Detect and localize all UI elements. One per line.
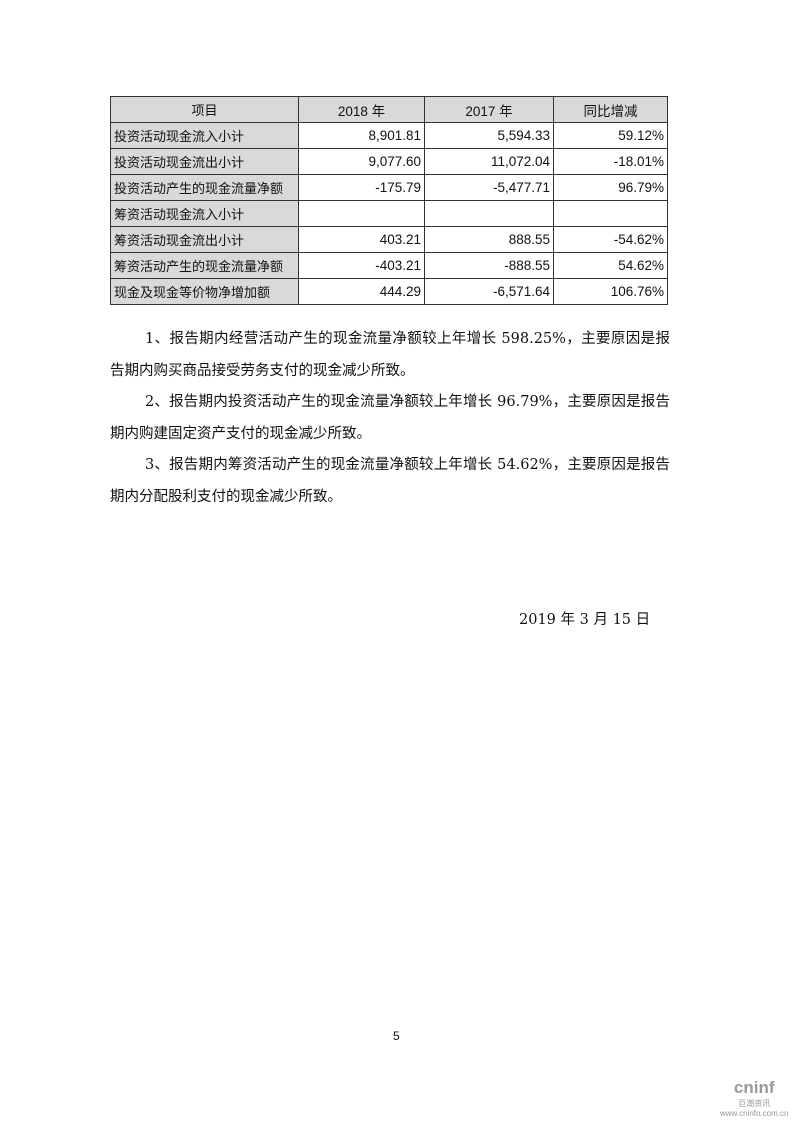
table-row: 投资活动现金流出小计 9,077.60 11,072.04 -18.01% (110, 148, 668, 175)
header-cell: 2018 年 (298, 96, 425, 123)
cninfo-watermark-logo: cninf 巨潮资讯 www.cninfo.com.cn (720, 1078, 788, 1118)
value-cell: 403.21 (298, 226, 425, 253)
row-label: 投资活动现金流入小计 (110, 122, 299, 149)
header-cell: 项目 (110, 96, 299, 123)
table-row: 投资活动现金流入小计 8,901.81 5,594.33 59.12% (110, 122, 668, 149)
value-cell: 59.12% (553, 122, 668, 149)
row-label: 投资活动产生的现金流量净额 (110, 174, 299, 201)
page-number: 5 (393, 1029, 400, 1043)
row-label: 筹资活动现金流入小计 (110, 200, 299, 227)
value-cell: -54.62% (553, 226, 668, 253)
value-cell: 444.29 (298, 278, 425, 305)
value-cell: -888.55 (424, 252, 554, 279)
value-cell: 8,901.81 (298, 122, 425, 149)
value-cell: -6,571.64 (424, 278, 554, 305)
logo-name: 巨潮资讯 (738, 1099, 771, 1108)
paragraph: 2、报告期内投资活动产生的现金流量净额较上年增长 96.79%，主要原因是报告期… (110, 394, 670, 442)
value-cell: 11,072.04 (424, 148, 554, 175)
table-header-row: 项目 2018 年 2017 年 同比增减 (110, 96, 668, 123)
logo-url: www.cninfo.com.cn (720, 1109, 789, 1118)
value-cell: 106.76% (553, 278, 668, 305)
value-cell: 5,594.33 (424, 122, 554, 149)
row-label: 筹资活动产生的现金流量净额 (110, 252, 299, 279)
value-cell: -18.01% (553, 148, 668, 175)
value-cell (424, 200, 554, 227)
date: 2019 年 3 月 15 日 (519, 612, 651, 628)
paragraph: 1、报告期内经营活动产生的现金流量净额较上年增长 598.25%，主要原因是报告… (110, 331, 670, 379)
value-cell: 888.55 (424, 226, 554, 253)
cash-flow-table: 项目 2018 年 2017 年 同比增减 投资活动现金流入小计 8,901.81… (110, 96, 668, 305)
value-cell (553, 200, 668, 227)
value-cell: -403.21 (298, 252, 425, 279)
value-cell: -5,477.71 (424, 174, 554, 201)
row-label: 现金及现金等价物净增加额 (110, 278, 299, 305)
value-cell: -175.79 (298, 174, 425, 201)
value-cell: 96.79% (553, 174, 668, 201)
table-row: 筹资活动产生的现金流量净额 -403.21 -888.55 54.62% (110, 252, 668, 279)
logo-brand: cninf (733, 1078, 775, 1097)
value-cell: 9,077.60 (298, 148, 425, 175)
value-cell: 54.62% (553, 252, 668, 279)
value-cell (298, 200, 425, 227)
table-row: 投资活动产生的现金流量净额 -175.79 -5,477.71 96.79% (110, 174, 668, 201)
row-label: 投资活动现金流出小计 (110, 148, 299, 175)
table-row: 现金及现金等价物净增加额 444.29 -6,571.64 106.76% (110, 278, 668, 305)
paragraph: 3、报告期内筹资活动产生的现金流量净额较上年增长 54.62%，主要原因是报告期… (110, 457, 670, 505)
header-cell: 2017 年 (424, 96, 554, 123)
table-row: 筹资活动现金流出小计 403.21 888.55 -54.62% (110, 226, 668, 253)
table-row: 筹资活动现金流入小计 (110, 200, 668, 227)
header-cell: 同比增减 (553, 96, 668, 123)
row-label: 筹资活动现金流出小计 (110, 226, 299, 253)
